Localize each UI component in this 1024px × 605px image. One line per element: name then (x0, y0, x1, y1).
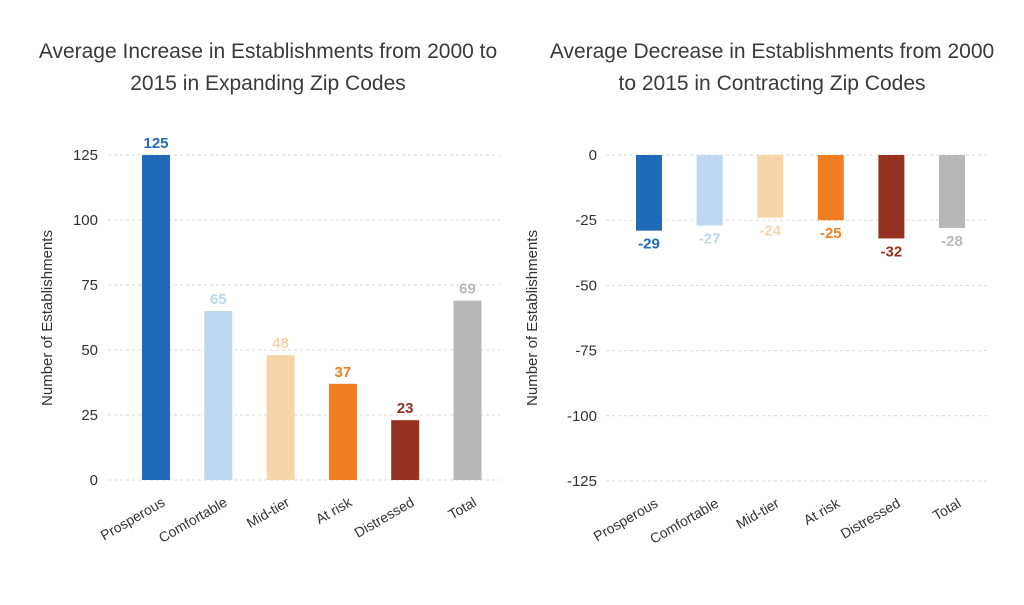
y-tick-label: 0 (90, 472, 98, 489)
bar (204, 311, 233, 480)
category-label: At risk (313, 493, 356, 527)
category-label: Total (930, 495, 964, 524)
data-label: -25 (820, 225, 842, 242)
bar (328, 383, 357, 480)
y-tick-label: 25 (81, 407, 98, 424)
right-chart: 0 -25 -50 -75 -100 -125 Number of Establishmen… (524, 147, 990, 547)
category-label: Distressed (838, 495, 903, 542)
data-label: 125 (143, 135, 168, 152)
category-label: Total (445, 494, 479, 523)
y-axis-label: Number of Establishments (39, 230, 56, 406)
y-tick-label: 75 (81, 277, 98, 294)
data-label: -29 (638, 236, 660, 253)
bar (939, 155, 965, 229)
category-label: At risk (801, 494, 844, 528)
category-label: Mid-tier (733, 495, 782, 532)
y-tick-label: -50 (575, 277, 597, 294)
data-label: 37 (335, 364, 352, 381)
bar (391, 420, 420, 480)
bar (757, 155, 784, 218)
y-tick-label: -75 (575, 343, 597, 360)
data-label: 69 (459, 281, 476, 298)
right-chart-title: Average Decrease in Establishments from … (549, 40, 995, 95)
bar (878, 155, 905, 239)
y-tick-label: 0 (589, 147, 597, 164)
bar (696, 155, 723, 226)
y-tick-label: -125 (567, 473, 597, 490)
y-tick-label: 50 (81, 342, 98, 359)
data-label: 65 (210, 291, 227, 308)
left-chart-title: Average Increase in Establishments from … (38, 40, 498, 95)
left-chart: 0 25 50 75 100 125 Number of Establishments 125… (39, 135, 500, 546)
y-tick-label: -100 (567, 408, 597, 425)
data-label: 48 (272, 335, 289, 352)
data-label: -32 (881, 243, 903, 260)
category-label: Comfortable (647, 495, 721, 547)
bar (142, 155, 170, 480)
bar (636, 155, 662, 231)
bar (453, 300, 482, 480)
bar (266, 355, 295, 480)
y-tick-label: -25 (575, 212, 597, 229)
category-label: Distressed (351, 494, 416, 541)
y-axis-label: Number of Establishments (524, 230, 541, 406)
category-label: Mid-tier (244, 494, 293, 531)
y-tick-label: 125 (73, 147, 98, 164)
data-label: 23 (397, 400, 414, 417)
category-label: Comfortable (156, 494, 230, 546)
bar (817, 155, 844, 221)
data-label: -24 (759, 223, 781, 240)
data-label: -27 (699, 230, 721, 247)
y-tick-label: 100 (73, 212, 98, 229)
data-label: -28 (941, 233, 963, 250)
